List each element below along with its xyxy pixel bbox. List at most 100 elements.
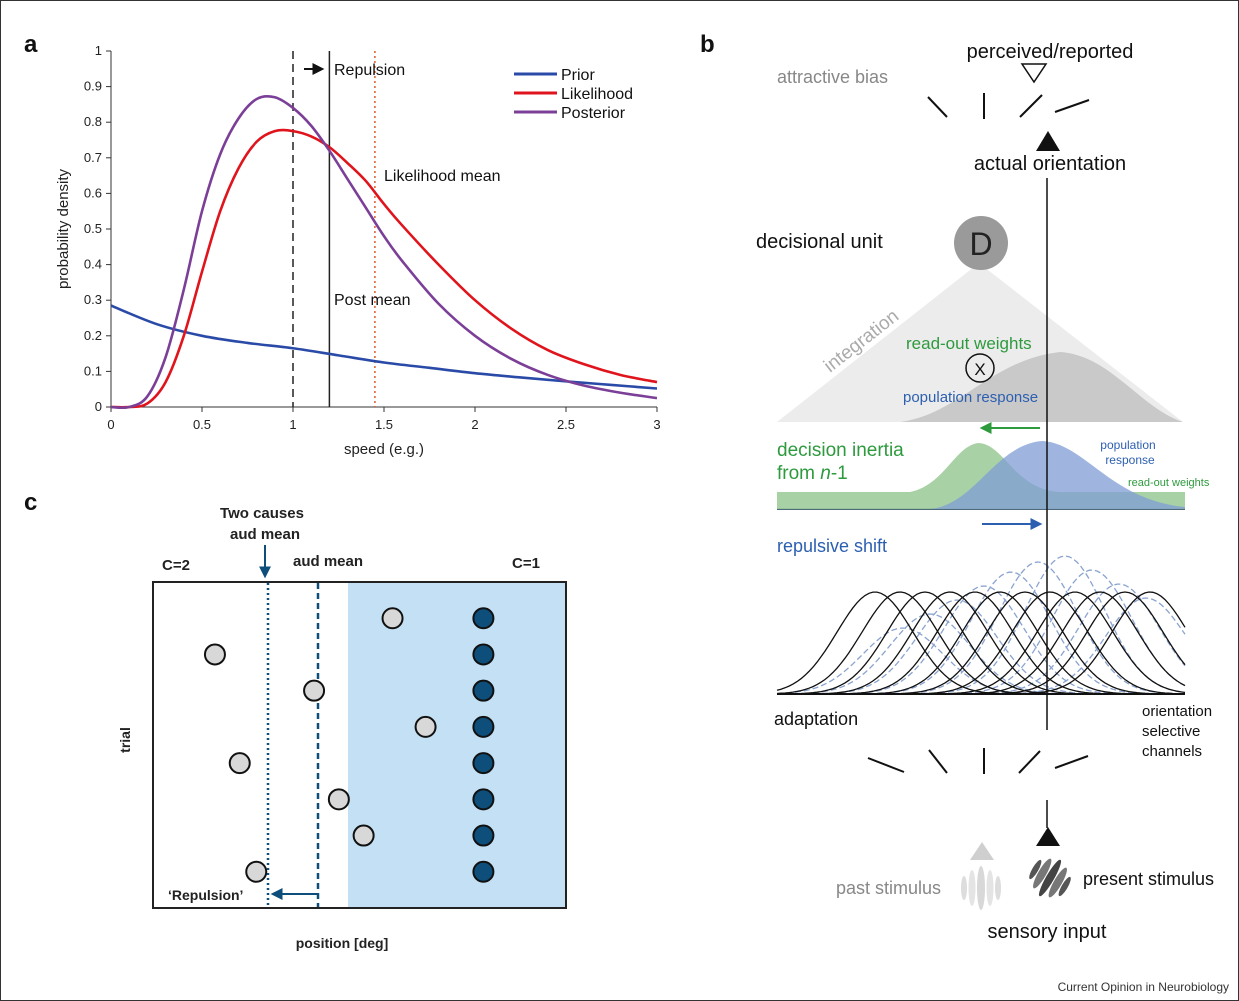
c-point-two-causes — [414, 715, 437, 738]
legend-label-posterior: Posterior — [561, 105, 626, 122]
c-point-two-causes — [327, 788, 350, 811]
credit-line: Current Opinion in Neurobiology — [1058, 980, 1229, 994]
b-tick — [867, 757, 905, 773]
b-shifted-tuning-curve — [777, 555, 1186, 695]
b-shifted-tuning-curve — [777, 583, 1186, 695]
b-decision-node-letter: D — [969, 226, 992, 262]
b-orientation-label-3: channels — [1142, 743, 1202, 760]
b-population-response-curve — [777, 352, 1183, 422]
b-orientation-label-2: selective — [1142, 723, 1200, 740]
a-y-tick-label: 0 — [95, 399, 102, 414]
b-decisional-unit-label: decisional unit — [756, 231, 883, 253]
a-likelihood-mean-label: Likelihood mean — [384, 168, 501, 185]
c-point-two-causes — [245, 860, 268, 883]
panel-c-chart: C=2 C=1 Two causes aud mean aud mean ‘Re… — [117, 505, 567, 951]
a-x-axis-label: speed (e.g.) — [344, 441, 424, 458]
b-tick — [1054, 755, 1089, 769]
panel-b-diagram: perceived/reported attractive bias actua… — [756, 41, 1214, 943]
b-actual-orientation-label: actual orientation — [974, 153, 1126, 175]
c-repulsion-label: ‘Repulsion’ — [168, 887, 243, 903]
c-two-causes-label-2: aud mean — [230, 526, 300, 543]
b-past-stimulus-label: past stimulus — [836, 878, 941, 898]
a-y-tick-label: 0.1 — [84, 363, 102, 378]
panel-label-b: b — [700, 31, 715, 58]
a-y-tick-label: 0.5 — [84, 221, 102, 236]
c-point-one-cause — [472, 824, 495, 847]
c-aud-mean-label: aud mean — [293, 553, 363, 570]
a-y-tick-label: 0.8 — [84, 114, 102, 129]
c-point-one-cause — [472, 860, 495, 883]
a-x-tick-label: 3 — [653, 417, 660, 432]
legend-label-prior: Prior — [561, 67, 595, 84]
b-inertia-label-line2: from n-1 — [777, 463, 848, 484]
b-population-small-label-2: response — [1105, 453, 1155, 467]
a-series-likelihood — [110, 128, 658, 409]
b-bottom-orientation-ticks — [867, 748, 1089, 774]
c-plot-frame — [152, 581, 567, 909]
b-perceived-label: perceived/reported — [967, 41, 1134, 63]
b-tick — [928, 749, 948, 774]
a-reference-lines — [292, 51, 376, 407]
b-present-triangle-icon — [1036, 827, 1060, 846]
a-x-tick-label: 1 — [289, 417, 296, 432]
b-multiply-symbol: X — [974, 360, 985, 379]
c-two-causes-label-1: Two causes — [220, 505, 304, 522]
a-series-group — [110, 94, 658, 410]
c-point-one-cause — [472, 643, 495, 666]
a-y-tick-label: 0.4 — [84, 257, 102, 272]
b-past-stimulus-grating-icon — [961, 866, 1001, 910]
a-x-tick-label: 0 — [107, 417, 114, 432]
a-y-tick-label: 0.3 — [84, 292, 102, 307]
a-y-tick-label: 0.9 — [84, 79, 102, 94]
c-x-axis-label: position [deg] — [296, 935, 389, 951]
panel-label-c: c — [24, 489, 37, 516]
c-point-one-cause — [472, 788, 495, 811]
c-points — [203, 607, 495, 883]
b-readout-small-label: read-out weights — [1128, 477, 1210, 489]
a-y-tick-label: 0.7 — [84, 150, 102, 165]
b-decision-node-icon — [954, 216, 1008, 270]
b-top-orientation-ticks — [927, 93, 1090, 119]
a-legend: Prior Likelihood Posterior — [514, 67, 633, 122]
b-tick — [1054, 99, 1090, 113]
a-series-posterior — [110, 94, 658, 410]
b-sensory-input-label: sensory input — [988, 921, 1107, 943]
c-c2-label: C=2 — [162, 557, 190, 574]
b-tick — [1019, 94, 1043, 118]
a-y-axis: 0 0.1 0.2 0.3 0.4 0.5 0.6 0.7 0.8 0.9 1 — [84, 43, 112, 414]
c-point-two-causes — [228, 752, 251, 775]
b-shifted-tuning-curve — [777, 613, 1185, 695]
legend-label-likelihood: Likelihood — [561, 86, 633, 103]
a-x-tick-label: 1.5 — [375, 417, 393, 432]
panel-label-a: a — [24, 31, 38, 58]
a-post-mean-label: Post mean — [334, 292, 410, 309]
b-multiply-icon — [965, 353, 995, 383]
c-point-two-causes — [352, 824, 375, 847]
a-x-tick-label: 2.5 — [557, 417, 575, 432]
c-c1-label: C=1 — [512, 555, 540, 572]
c-point-one-cause — [472, 752, 495, 775]
a-x-tick-label: 0.5 — [193, 417, 211, 432]
b-tick — [1018, 750, 1041, 774]
b-population-response-small-curve — [930, 441, 1185, 509]
b-population-small-label-1: population — [1100, 438, 1155, 452]
b-tick — [927, 96, 948, 118]
b-inertia-label-line1: decision inertia — [777, 440, 904, 461]
a-x-axis: 0 0.5 1 1.5 2 2.5 3 — [107, 406, 661, 432]
b-population-response-label: population response — [903, 389, 1038, 406]
b-adaptation-label: adaptation — [774, 709, 858, 729]
a-series-prior — [110, 304, 658, 390]
c-point-two-causes — [303, 679, 326, 702]
c-point-one-cause — [472, 715, 495, 738]
a-y-axis-label: probability density — [55, 168, 72, 289]
b-present-stimulus-label: present stimulus — [1083, 869, 1214, 889]
b-actual-triangle-icon — [1036, 131, 1060, 151]
a-x-tick-label: 2 — [471, 417, 478, 432]
a-repulsion-label: Repulsion — [334, 62, 405, 79]
a-y-tick-label: 0.2 — [84, 328, 102, 343]
b-readout-weights-label: read-out weights — [906, 334, 1032, 353]
b-past-triangle-icon — [970, 842, 994, 860]
panel-a-chart: 0 0.1 0.2 0.3 0.4 0.5 0.6 0.7 0.8 0.9 1 0 0.5 1 1.5 2 2… — [55, 43, 661, 458]
a-y-tick-label: 0.6 — [84, 185, 102, 200]
